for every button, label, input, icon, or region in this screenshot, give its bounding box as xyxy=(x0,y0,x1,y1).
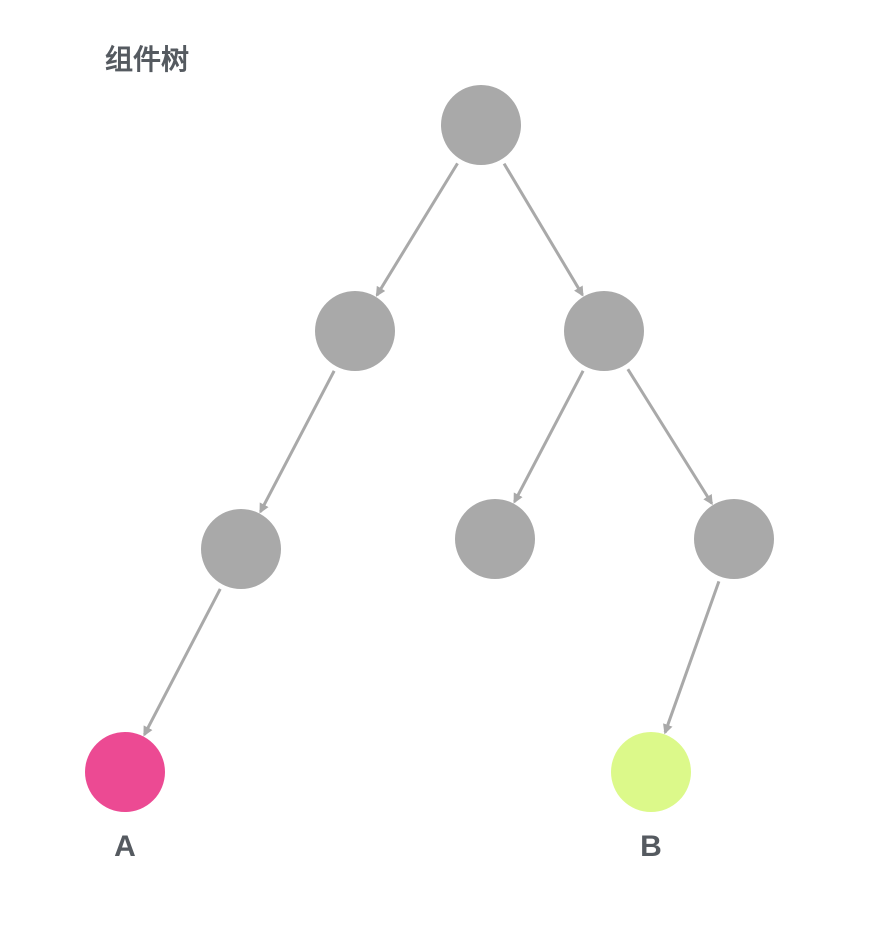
nodes-layer xyxy=(85,85,774,812)
edge-root-to-left xyxy=(375,162,459,297)
node-left xyxy=(315,291,395,371)
node-b xyxy=(611,732,691,812)
node-label-b: B xyxy=(640,830,662,863)
node-root xyxy=(441,85,521,165)
node-right-right xyxy=(694,499,774,579)
edge-left-to-left-child xyxy=(259,370,336,514)
node-right xyxy=(564,291,644,371)
diagram-title: 组件树 xyxy=(105,43,189,76)
edges-layer xyxy=(143,162,721,737)
edge-left-child-to-a xyxy=(143,588,222,737)
edge-right-to-right-middle xyxy=(513,370,585,504)
edge-right-to-right-right xyxy=(626,368,714,506)
node-right-middle xyxy=(455,499,535,579)
node-label-a: A xyxy=(114,830,136,863)
node-a xyxy=(85,732,165,812)
edge-right-right-to-b xyxy=(663,580,721,735)
node-left-child xyxy=(201,509,281,589)
edge-root-to-right xyxy=(502,162,584,297)
